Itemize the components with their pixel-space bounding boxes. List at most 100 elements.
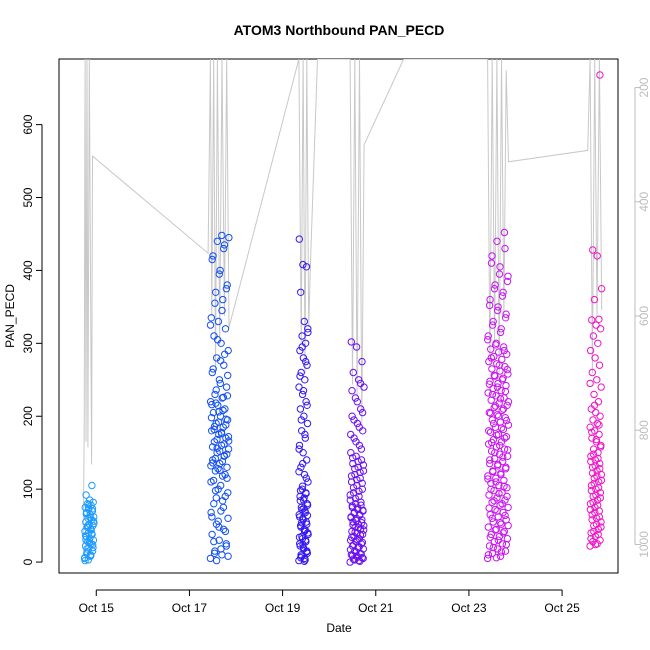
data-point bbox=[225, 233, 233, 242]
data-point bbox=[592, 520, 601, 528]
data-point bbox=[303, 419, 312, 428]
y-axis-label: PAN_PECD bbox=[3, 284, 17, 348]
data-point bbox=[486, 459, 494, 468]
data-point bbox=[356, 474, 364, 482]
data-point bbox=[217, 430, 226, 438]
data-point bbox=[296, 497, 304, 505]
data-point bbox=[589, 498, 597, 506]
data-point bbox=[214, 317, 223, 326]
data-point bbox=[215, 536, 223, 544]
data-point bbox=[491, 449, 499, 457]
data-point bbox=[594, 449, 602, 457]
data-point bbox=[209, 476, 218, 485]
data-point bbox=[487, 485, 495, 493]
data-point bbox=[498, 489, 506, 497]
data-point bbox=[349, 484, 358, 492]
data-point bbox=[502, 381, 510, 390]
data-point bbox=[210, 422, 219, 431]
data-point bbox=[222, 421, 230, 429]
data-point bbox=[304, 325, 312, 333]
data-point bbox=[499, 529, 507, 537]
data-point bbox=[592, 408, 600, 417]
data-point bbox=[497, 548, 505, 556]
data-point bbox=[587, 457, 595, 466]
data-point bbox=[500, 343, 508, 351]
data-point bbox=[89, 543, 97, 552]
x-tick-label: Oct 15 bbox=[79, 601, 115, 615]
data-point bbox=[486, 428, 495, 436]
data-point bbox=[346, 491, 354, 499]
data-point bbox=[589, 445, 598, 453]
data-point bbox=[215, 376, 224, 384]
plot-frame bbox=[58, 58, 619, 574]
data-point bbox=[503, 277, 512, 286]
data-point bbox=[358, 357, 366, 366]
data-point bbox=[303, 361, 311, 369]
data-point bbox=[303, 456, 311, 464]
data-point bbox=[350, 540, 358, 549]
data-point bbox=[298, 519, 306, 527]
data-point bbox=[218, 306, 226, 315]
data-point bbox=[213, 336, 222, 344]
data-point bbox=[219, 406, 227, 415]
data-point bbox=[595, 315, 603, 323]
data-point bbox=[588, 428, 596, 436]
data-point bbox=[299, 459, 307, 468]
data-point bbox=[593, 252, 601, 260]
x-tick-label: Oct 25 bbox=[544, 601, 580, 615]
data-point bbox=[592, 321, 600, 329]
data-point bbox=[491, 454, 499, 463]
data-point bbox=[500, 445, 509, 453]
data-point bbox=[586, 423, 594, 431]
x-axis-label: Date bbox=[326, 621, 352, 635]
data-point bbox=[503, 535, 512, 543]
data-point bbox=[206, 321, 215, 329]
data-point bbox=[485, 542, 494, 550]
data-point bbox=[493, 383, 502, 391]
data-point bbox=[596, 325, 605, 333]
data-point bbox=[501, 244, 509, 253]
data-point bbox=[492, 474, 500, 482]
data-point bbox=[215, 408, 223, 416]
data-point bbox=[484, 472, 492, 480]
data-point bbox=[224, 371, 232, 380]
data-point bbox=[493, 507, 501, 515]
data-point bbox=[209, 408, 218, 417]
data-point bbox=[207, 414, 216, 422]
data-point bbox=[487, 259, 496, 267]
data-point bbox=[589, 246, 597, 254]
data-point bbox=[494, 412, 503, 420]
data-point bbox=[216, 357, 225, 365]
data-point bbox=[487, 345, 495, 353]
secondary-y-axis: 200 400 600 800 1000 bbox=[634, 77, 650, 558]
data-point bbox=[489, 518, 497, 526]
data-point bbox=[223, 463, 231, 471]
data-point bbox=[224, 514, 232, 522]
data-point bbox=[295, 235, 303, 243]
data-point bbox=[485, 301, 494, 310]
data-point bbox=[590, 390, 598, 399]
data-point bbox=[304, 328, 312, 337]
data-point bbox=[487, 354, 495, 362]
data-point bbox=[491, 423, 500, 431]
data-point bbox=[597, 476, 606, 485]
data-point bbox=[490, 497, 498, 505]
data-point bbox=[224, 445, 233, 453]
data-point bbox=[597, 443, 605, 451]
data-point bbox=[217, 339, 225, 347]
data-point bbox=[596, 71, 604, 79]
data-point bbox=[351, 394, 360, 402]
data-point bbox=[300, 504, 308, 512]
data-point bbox=[88, 505, 97, 513]
data-point bbox=[355, 376, 363, 384]
data-point bbox=[588, 316, 596, 324]
data-point bbox=[496, 395, 505, 403]
data-point bbox=[488, 365, 496, 373]
data-point bbox=[223, 392, 232, 400]
data-point bbox=[500, 346, 508, 355]
data-point bbox=[208, 443, 217, 451]
data-point bbox=[504, 503, 512, 512]
data-point bbox=[486, 409, 495, 417]
data-point bbox=[484, 551, 493, 559]
